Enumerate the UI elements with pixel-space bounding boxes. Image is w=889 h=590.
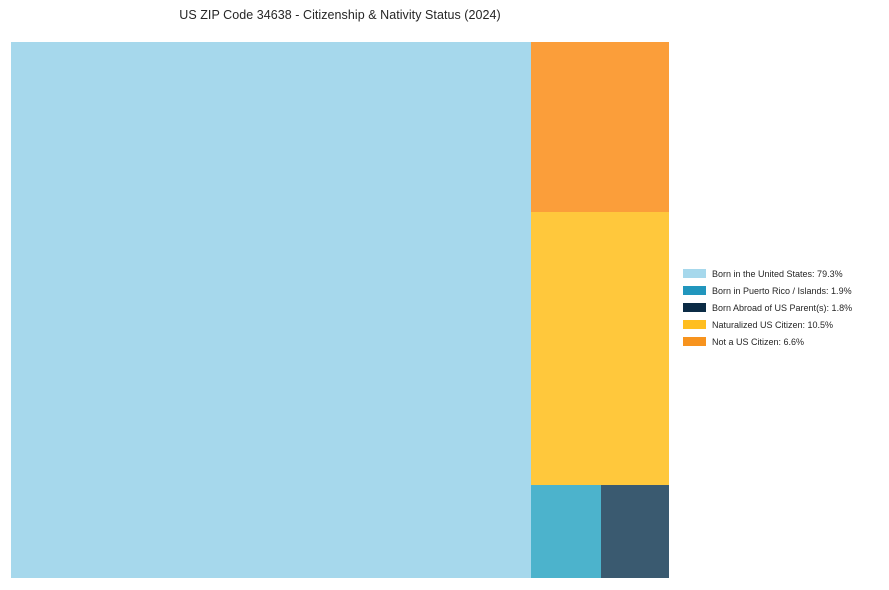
treemap-tile[interactable] [11,42,532,578]
legend-item-label: Born Abroad of US Parent(s): 1.8% [712,302,853,313]
legend-color-swatch [683,286,706,295]
legend-item[interactable]: Born in Puerto Rico / Islands: 1.9% [683,282,883,299]
legend-color-swatch [683,337,706,346]
legend-item-label: Born in Puerto Rico / Islands: 1.9% [712,285,852,296]
treemap-tile[interactable] [531,212,669,485]
legend-item[interactable]: Born Abroad of US Parent(s): 1.8% [683,299,883,316]
chart-legend: Born in the United States: 79.3% Born in … [683,265,883,350]
treemap-tile[interactable] [601,485,669,578]
legend-item-label: Not a US Citizen: 6.6% [712,336,805,347]
chart-title: US ZIP Code 34638 - Citizenship & Nativi… [179,8,501,22]
treemap-tile[interactable] [531,485,602,578]
legend-color-swatch [683,269,706,278]
legend-item-label: Born in the United States: 79.3% [712,268,843,279]
treemap-tile[interactable] [531,42,669,213]
legend-item[interactable]: Naturalized US Citizen: 10.5% [683,316,883,333]
legend-color-swatch [683,320,706,329]
legend-item[interactable]: Born in the United States: 79.3% [683,265,883,282]
legend-item[interactable]: Not a US Citizen: 6.6% [683,333,883,350]
treemap-plot-area [11,42,669,578]
legend-item-label: Naturalized US Citizen: 10.5% [712,319,834,330]
legend-color-swatch [683,303,706,312]
